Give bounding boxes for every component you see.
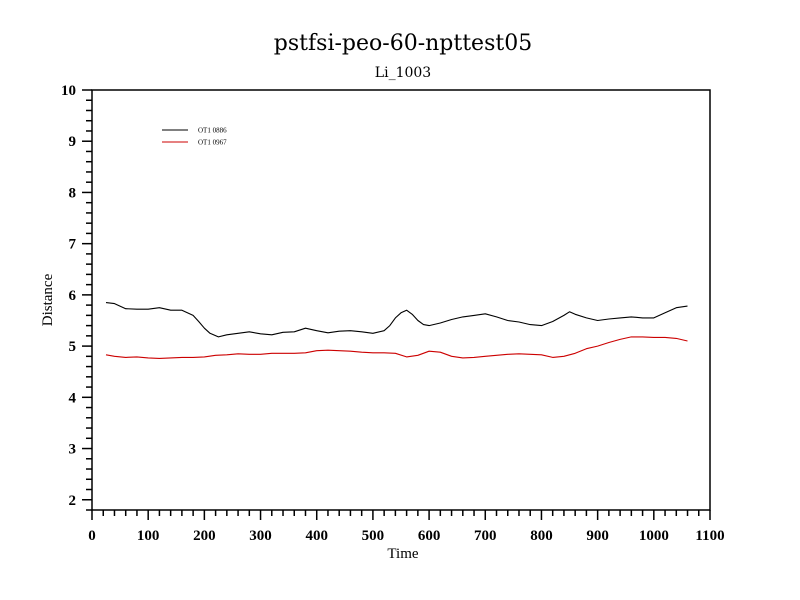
y-axis: 2 3 4 5 6 7 8 9 10 <box>61 83 92 511</box>
y-tick-label: 4 <box>69 390 77 406</box>
x-axis-label: Time <box>387 546 418 562</box>
y-tick-label: 10 <box>61 83 76 99</box>
x-tick-label: 300 <box>249 528 272 544</box>
series-line-1 <box>105 336 688 359</box>
plot-area-frame <box>91 89 711 511</box>
x-tick-label: 700 <box>474 528 497 544</box>
y-tick-label: 9 <box>69 134 77 150</box>
x-tick-label: 200 <box>193 528 216 544</box>
x-tick-label: 100 <box>137 528 160 544</box>
x-tick-label: 900 <box>586 528 609 544</box>
y-tick-label: 5 <box>69 339 77 355</box>
x-tick-label: 1100 <box>695 528 724 544</box>
chart-subtitle: Li_1003 <box>375 65 431 81</box>
legend: OT1 0886 OT1 0967 <box>162 127 227 147</box>
series-layer <box>105 302 688 359</box>
legend-label-ot1-0967: OT1 0967 <box>198 139 227 147</box>
y-tick-label: 7 <box>69 237 77 253</box>
chart-title: pstfsi-peo-60-npttest05 <box>274 31 532 56</box>
x-axis: 0 100 200 300 400 500 600 700 800 900 1000 1100 <box>88 510 725 544</box>
x-tick-label: 0 <box>88 528 96 544</box>
y-tick-label: 3 <box>69 442 77 458</box>
y-tick-label: 2 <box>69 493 77 509</box>
series-line-0 <box>105 302 688 338</box>
y-tick-label: 6 <box>69 288 77 304</box>
y-tick-label: 8 <box>69 185 77 201</box>
x-tick-label: 400 <box>305 528 328 544</box>
x-tick-label: 800 <box>530 528 553 544</box>
x-tick-label: 1000 <box>639 528 669 544</box>
legend-label-ot1-0886: OT1 0886 <box>198 127 227 135</box>
x-tick-label: 500 <box>362 528 385 544</box>
x-tick-label: 600 <box>418 528 441 544</box>
y-axis-label: Distance <box>40 273 56 326</box>
